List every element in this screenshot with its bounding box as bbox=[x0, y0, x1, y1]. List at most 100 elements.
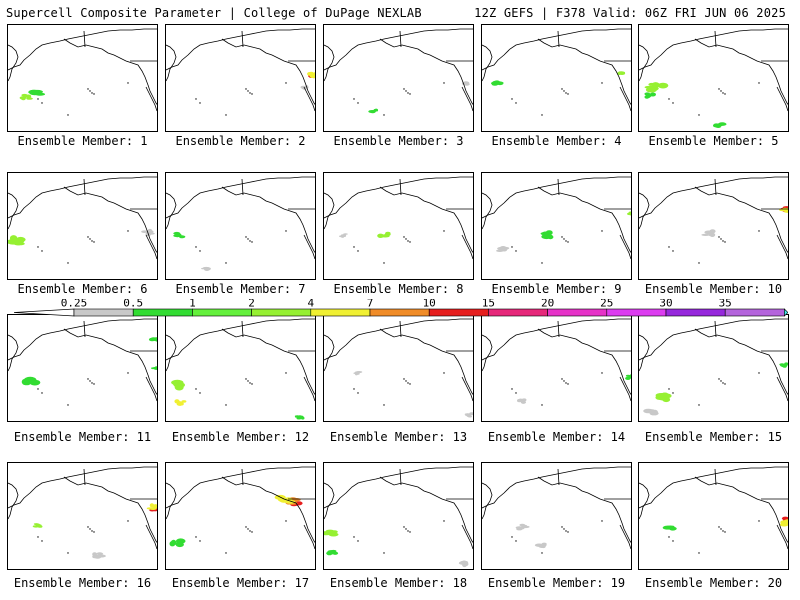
scp-contour-fill bbox=[467, 415, 472, 418]
ensemble-member-map bbox=[165, 172, 316, 280]
island bbox=[353, 536, 355, 538]
island bbox=[561, 526, 563, 528]
ensemble-member-map bbox=[165, 314, 316, 422]
island bbox=[195, 98, 197, 100]
basemap bbox=[8, 176, 157, 264]
coastline bbox=[221, 476, 315, 543]
scp-contour-fill bbox=[666, 525, 675, 528]
coastline bbox=[221, 38, 315, 105]
island bbox=[565, 382, 567, 384]
scp-contour-fill bbox=[13, 240, 23, 246]
scp-contour-fill bbox=[496, 249, 504, 252]
scp-contour-fill bbox=[173, 231, 181, 235]
island bbox=[758, 372, 760, 374]
island bbox=[357, 102, 359, 104]
scp-contour-fill bbox=[22, 378, 32, 386]
coastline bbox=[145, 524, 157, 550]
coastline bbox=[482, 28, 631, 71]
colorbar-segment bbox=[547, 308, 608, 317]
island bbox=[91, 382, 93, 384]
colorbar-tick-label: 1 bbox=[189, 299, 196, 310]
coastline bbox=[379, 186, 473, 253]
coastline bbox=[776, 86, 788, 112]
island bbox=[565, 92, 567, 94]
island bbox=[353, 98, 355, 100]
scp-contour-fill bbox=[644, 95, 650, 99]
coastline bbox=[8, 318, 157, 361]
coastline bbox=[619, 86, 631, 112]
island bbox=[698, 262, 700, 264]
coastline bbox=[8, 28, 157, 71]
colorbar-segment bbox=[310, 308, 371, 317]
ensemble-member-label: Ensemble Member: 9 bbox=[491, 282, 622, 296]
island bbox=[724, 93, 726, 95]
scp-contour-fill bbox=[519, 527, 525, 530]
ensemble-member-label: Ensemble Member: 2 bbox=[175, 134, 306, 148]
basemap bbox=[482, 466, 631, 554]
ensemble-member-label: Ensemble Member: 1 bbox=[17, 134, 148, 148]
island bbox=[357, 250, 359, 252]
island bbox=[515, 540, 517, 542]
scp-contour-fill bbox=[279, 498, 291, 503]
island bbox=[405, 528, 407, 530]
coastline bbox=[461, 234, 473, 260]
map-title: Supercell Composite Parameter | College … bbox=[6, 6, 422, 20]
island bbox=[718, 526, 720, 528]
colorbar-segment bbox=[665, 308, 726, 317]
ensemble-member-map bbox=[323, 24, 474, 132]
island bbox=[247, 528, 249, 530]
coastline bbox=[482, 44, 493, 82]
coastline bbox=[379, 476, 473, 543]
island bbox=[41, 540, 43, 542]
coastline bbox=[324, 482, 335, 520]
island bbox=[758, 82, 760, 84]
colorbar-under-arrow bbox=[14, 308, 75, 317]
ensemble-member-map bbox=[323, 172, 474, 280]
scp-contour-fill bbox=[324, 532, 333, 535]
island bbox=[89, 238, 91, 240]
island bbox=[409, 383, 411, 385]
island bbox=[247, 90, 249, 92]
island bbox=[127, 230, 129, 232]
island bbox=[87, 236, 89, 238]
island bbox=[601, 520, 603, 522]
island bbox=[383, 262, 385, 264]
scp-contour-fill bbox=[353, 372, 360, 375]
coastline bbox=[639, 176, 788, 219]
coastline bbox=[8, 192, 19, 230]
coastline bbox=[166, 482, 177, 520]
coastline bbox=[639, 28, 788, 71]
colorbar-tick-label: 2 bbox=[248, 299, 255, 310]
island bbox=[601, 372, 603, 374]
scp-contour-fill bbox=[627, 376, 631, 379]
island bbox=[87, 378, 89, 380]
scp-contour-fill bbox=[372, 109, 379, 112]
coastline bbox=[482, 318, 631, 361]
coastline bbox=[694, 328, 788, 395]
scp-contour-fill bbox=[649, 86, 659, 91]
coastline bbox=[379, 38, 473, 105]
coastline bbox=[63, 328, 157, 395]
island bbox=[195, 246, 197, 248]
island bbox=[251, 93, 253, 95]
scp-contour-fill bbox=[34, 92, 46, 96]
scp-contour-fill bbox=[96, 552, 104, 556]
coastline bbox=[639, 334, 650, 372]
coastline bbox=[639, 482, 650, 520]
ensemble-member-label: Ensemble Member: 13 bbox=[329, 430, 468, 444]
basemap bbox=[639, 28, 788, 128]
colorbar-tick-label: 0.5 bbox=[123, 299, 143, 310]
island bbox=[567, 383, 569, 385]
coastline bbox=[461, 376, 473, 402]
island bbox=[563, 528, 565, 530]
basemap bbox=[166, 318, 315, 420]
island bbox=[443, 82, 445, 84]
scp-contour-fill bbox=[385, 231, 391, 235]
island bbox=[722, 530, 724, 532]
island bbox=[87, 88, 89, 90]
colorbar-segment bbox=[73, 308, 134, 317]
colorbar-tick-label: 7 bbox=[367, 299, 374, 310]
scp-contour-fill bbox=[343, 234, 347, 237]
scp-contour-fill bbox=[174, 542, 183, 546]
scp-contour-fill bbox=[327, 550, 335, 555]
